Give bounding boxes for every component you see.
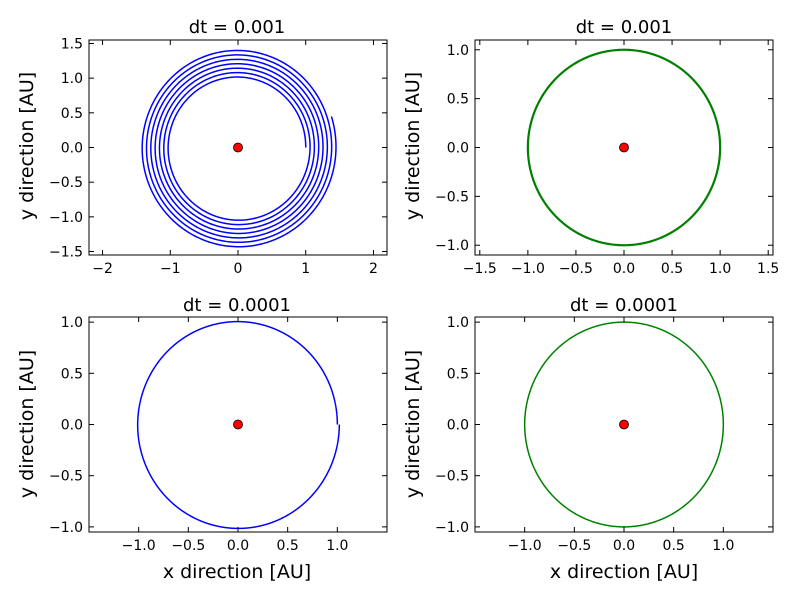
- x-tick-label: −0.5: [557, 538, 591, 554]
- y-tick-label: 1.5: [61, 36, 83, 52]
- x-tick-label: −1.0: [122, 538, 156, 554]
- y-axis-label: y direction [AU]: [16, 72, 38, 220]
- y-tick-label: 1.0: [61, 315, 83, 331]
- y-tick-label: −1.0: [435, 520, 469, 536]
- panel-top-left: dt = 0.001 y direction [AU] −2 −1 0 1 2−1.5−…: [16, 17, 388, 277]
- y-tick-label: −0.5: [435, 469, 469, 485]
- y-tick-label: −1.5: [49, 245, 83, 261]
- plot-area: −1.5 −1.0 −0.5 0.0 0.5 1.0 1.5 −1.0 −0.5 0.0 0.5 1.…: [435, 39, 779, 277]
- panel-top-right: dt = 0.001 y direction [AU] −1.5 −1.0 −0.5…: [402, 17, 779, 277]
- x-tick-label: 1.0: [712, 538, 734, 554]
- y-tick-label: −0.5: [49, 469, 83, 485]
- panel-title: dt = 0.001: [189, 17, 286, 38]
- x-tick-label: 0: [234, 261, 243, 277]
- x-tick-label: −1.5: [463, 261, 497, 277]
- sun-marker: [233, 419, 243, 430]
- y-tick-label: −0.5: [49, 175, 83, 191]
- y-tick-label: 1.0: [61, 71, 83, 87]
- sun-marker: [619, 142, 629, 153]
- y-tick-label: −1.0: [49, 210, 83, 226]
- x-tick-label: −0.5: [559, 261, 593, 277]
- sun-marker: [619, 419, 629, 430]
- x-tick-label: −1: [160, 261, 181, 277]
- x-tick-label: −1.0: [511, 261, 545, 277]
- y-axis-label: y direction [AU]: [402, 350, 424, 498]
- y-tick-label: 0.5: [61, 366, 83, 382]
- panel-bottom-left: dt = 0.0001 y direction [AU] x direction…: [16, 295, 388, 583]
- x-tick-label: 0.5: [663, 538, 685, 554]
- y-tick-label: 1.0: [447, 43, 469, 59]
- x-tick-label: −1.0: [508, 538, 542, 554]
- x-axis-label: x direction [AU]: [163, 561, 311, 583]
- panel-title: dt = 0.0001: [570, 295, 678, 316]
- y-tick-label: 0.5: [447, 92, 469, 108]
- panel-bottom-right: dt = 0.0001 y direction [AU] x direction…: [402, 295, 774, 583]
- y-axis-label: y direction [AU]: [402, 72, 424, 220]
- sun-marker: [233, 142, 243, 153]
- x-tick-label: 0.0: [227, 538, 249, 554]
- y-tick-label: −1.0: [49, 520, 83, 536]
- y-tick-label: 0.5: [447, 366, 469, 382]
- x-tick-label: 1.0: [709, 261, 731, 277]
- y-tick-label: −0.5: [435, 189, 469, 205]
- x-axis-label: x direction [AU]: [550, 561, 698, 583]
- y-tick-label: 0.5: [61, 106, 83, 122]
- orbit-line: [526, 48, 722, 247]
- y-tick-label: 0.0: [61, 141, 83, 157]
- y-axis-label: y direction [AU]: [16, 350, 38, 498]
- x-tick-label: 2: [369, 261, 378, 277]
- x-tick-label: 0.0: [613, 538, 635, 554]
- x-tick-label: −2: [92, 261, 113, 277]
- x-tick-label: 0.5: [661, 261, 683, 277]
- y-tick-label: 0.0: [61, 418, 83, 434]
- x-tick-label: 1.0: [326, 538, 348, 554]
- plot-area: −2 −1 0 1 2 −1.5 −1.0 −0.5 0.0 0.5 1.0 1.5: [49, 36, 388, 277]
- orbit-line: [136, 320, 341, 530]
- panel-title: dt = 0.001: [576, 17, 673, 38]
- x-tick-label: −0.5: [171, 538, 205, 554]
- y-tick-label: 0.0: [447, 141, 469, 157]
- orbit-line: [523, 321, 725, 528]
- y-tick-label: 0.0: [447, 418, 469, 434]
- panel-title: dt = 0.0001: [183, 295, 291, 316]
- x-tick-label: 0.5: [277, 538, 299, 554]
- x-tick-label: 1.5: [757, 261, 779, 277]
- plot-area: −1.0 −0.5 0.0 0.5 1.0 −1.0 −0.5 0.0 0.5 1.0: [435, 315, 774, 554]
- x-tick-label: 1: [301, 261, 310, 277]
- y-tick-label: −1.0: [435, 238, 469, 254]
- x-tick-label: 0.0: [613, 261, 635, 277]
- plot-area: −1.0 −0.5 0.0 0.5 1.0 −1.0 −0.5 0.0 0.5 1.0: [49, 315, 388, 554]
- y-tick-label: 1.0: [447, 315, 469, 331]
- orbit-line: [141, 49, 337, 248]
